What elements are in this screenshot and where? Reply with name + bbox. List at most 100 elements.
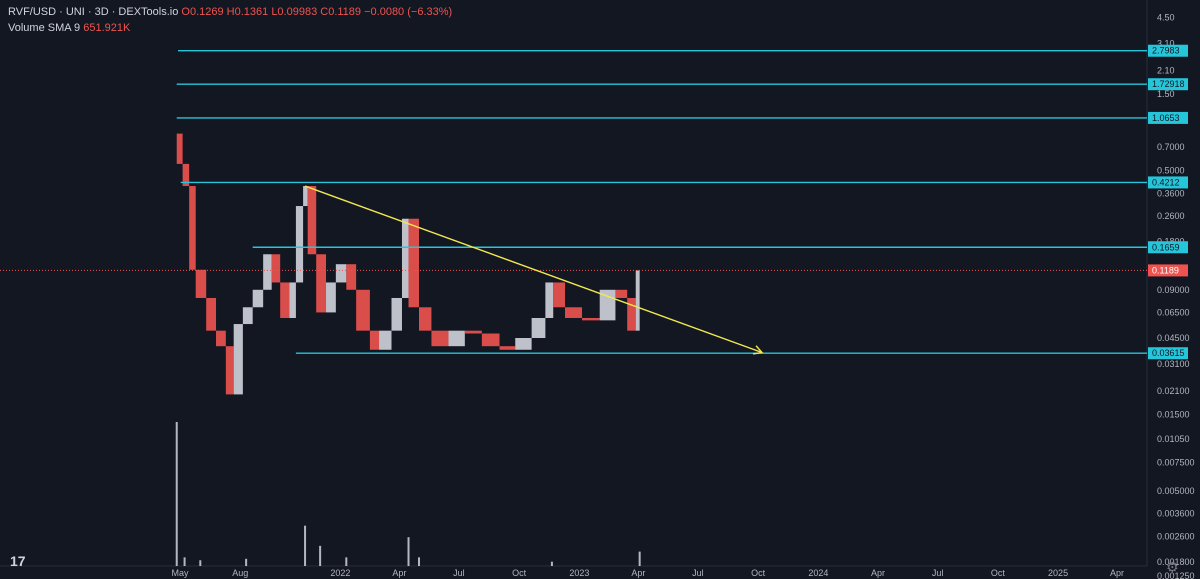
- price-tick-label: 0.09000: [1157, 285, 1190, 295]
- candle: [553, 282, 566, 308]
- time-axis-label: Jul: [932, 568, 944, 578]
- candle: [531, 317, 546, 338]
- open-value: O0.1269: [181, 6, 224, 18]
- candle: [627, 297, 636, 331]
- price-tick-label: 0.001250: [1157, 571, 1195, 579]
- level-tag-label: 0.1659: [1152, 242, 1180, 252]
- price-tick-label: 0.2600: [1157, 211, 1185, 221]
- candle: [481, 333, 500, 347]
- volume-bar: [199, 560, 202, 566]
- candle: [233, 324, 243, 395]
- price-tick-label: 0.005000: [1157, 486, 1195, 496]
- price-tick-label: 0.06500: [1157, 307, 1190, 317]
- level-tag-label: 1.72918: [1152, 79, 1185, 89]
- candle: [307, 186, 317, 255]
- price-tick-label: 0.02100: [1157, 386, 1190, 396]
- level-tag: [1148, 176, 1188, 189]
- volume-indicator-value: 651.921K: [83, 22, 131, 34]
- candle: [206, 297, 217, 331]
- time-axis-label: 2024: [808, 568, 828, 578]
- candle: [582, 317, 600, 321]
- low-value: L0.09983: [271, 6, 318, 18]
- chart-legend: RVF/USD · UNI · 3D · DEXTools.io O0.1269…: [8, 6, 452, 34]
- last-price-tag: [1148, 264, 1188, 277]
- time-axis-label: Oct: [991, 568, 1006, 578]
- candle: [515, 338, 532, 350]
- last-price-label: 0.1189: [1152, 265, 1179, 275]
- time-axis-label: 2022: [330, 568, 350, 578]
- volume-bar: [407, 537, 410, 566]
- candle: [252, 289, 264, 308]
- candle: [295, 206, 304, 283]
- candle: [303, 186, 308, 207]
- level-tag: [1148, 347, 1188, 360]
- time-axis-label: Aug: [232, 568, 248, 578]
- time-axis-label: 2025: [1048, 568, 1068, 578]
- price-tick-label: 0.3600: [1157, 188, 1185, 198]
- price-tick-label: 0.03100: [1157, 359, 1190, 369]
- time-axis-label: Oct: [512, 568, 527, 578]
- price-tick-label: 0.04500: [1157, 333, 1190, 343]
- gear-icon[interactable]: ⚙: [1166, 559, 1179, 575]
- price-tick-label: 0.5000: [1157, 166, 1185, 176]
- candle: [545, 282, 554, 318]
- price-tick-label: 0.003600: [1157, 509, 1195, 519]
- volume-bar: [304, 525, 307, 566]
- volume-bar: [319, 545, 322, 566]
- price-tick-label: 2.10: [1157, 66, 1175, 76]
- level-tag-label: 2.7983: [1152, 46, 1180, 56]
- time-axis-label: Jul: [692, 568, 704, 578]
- candle: [335, 264, 347, 283]
- trend-line: [304, 185, 763, 354]
- high-value: H0.1361: [226, 6, 269, 18]
- time-axis-label: 2023: [569, 568, 589, 578]
- price-tick-label: 0.007500: [1157, 458, 1195, 468]
- candle: [225, 346, 234, 395]
- candle: [379, 330, 392, 350]
- candle: [182, 163, 190, 187]
- candle: [189, 186, 196, 270]
- candle: [448, 330, 465, 347]
- level-tag-label: 0.4212: [1152, 177, 1180, 187]
- level-tag: [1148, 44, 1188, 57]
- candle: [326, 282, 336, 313]
- candle: [280, 282, 290, 318]
- price-tick-label: 4.50: [1157, 13, 1175, 23]
- price-tick-label: 0.001800: [1157, 557, 1195, 567]
- volume-bar: [638, 551, 641, 566]
- time-axis-label: May: [171, 568, 189, 578]
- change-value: −0.0080 (−6.33%): [364, 6, 453, 18]
- time-axis-label: Apr: [392, 568, 406, 578]
- price-tick-label: 0.002600: [1157, 531, 1195, 541]
- volume-bar: [183, 557, 186, 566]
- candle: [316, 254, 327, 313]
- volume-bar: [245, 558, 248, 566]
- trend-arrow-icon: [752, 345, 764, 355]
- candle: [289, 282, 296, 318]
- candle: [216, 330, 226, 347]
- volume-bar: [175, 422, 178, 566]
- time-axis-label: Apr: [871, 568, 885, 578]
- time-axis-label: Jul: [453, 568, 465, 578]
- candle: [408, 218, 419, 308]
- tradingview-logo-icon[interactable]: 17: [10, 553, 26, 569]
- candle: [369, 330, 380, 350]
- price-tick-label: 0.01500: [1157, 409, 1190, 419]
- level-tag: [1148, 78, 1188, 91]
- volume-bar: [417, 557, 420, 566]
- candle: [356, 289, 370, 331]
- candle: [431, 330, 449, 347]
- candle: [176, 133, 183, 164]
- volume-indicator-label[interactable]: Volume SMA 9: [8, 22, 81, 34]
- volume-bar: [345, 557, 348, 566]
- price-tick-label: 1.50: [1157, 89, 1175, 99]
- symbol-label[interactable]: RVF/USD · UNI · 3D · DEXTools.io: [8, 6, 179, 18]
- level-tag: [1148, 241, 1188, 254]
- time-axis-label: Apr: [631, 568, 645, 578]
- level-tag-label: 0.03615: [1152, 348, 1185, 358]
- candle: [635, 270, 640, 331]
- candle: [418, 307, 432, 331]
- candle: [499, 346, 516, 350]
- price-tick-label: 3.10: [1157, 39, 1175, 49]
